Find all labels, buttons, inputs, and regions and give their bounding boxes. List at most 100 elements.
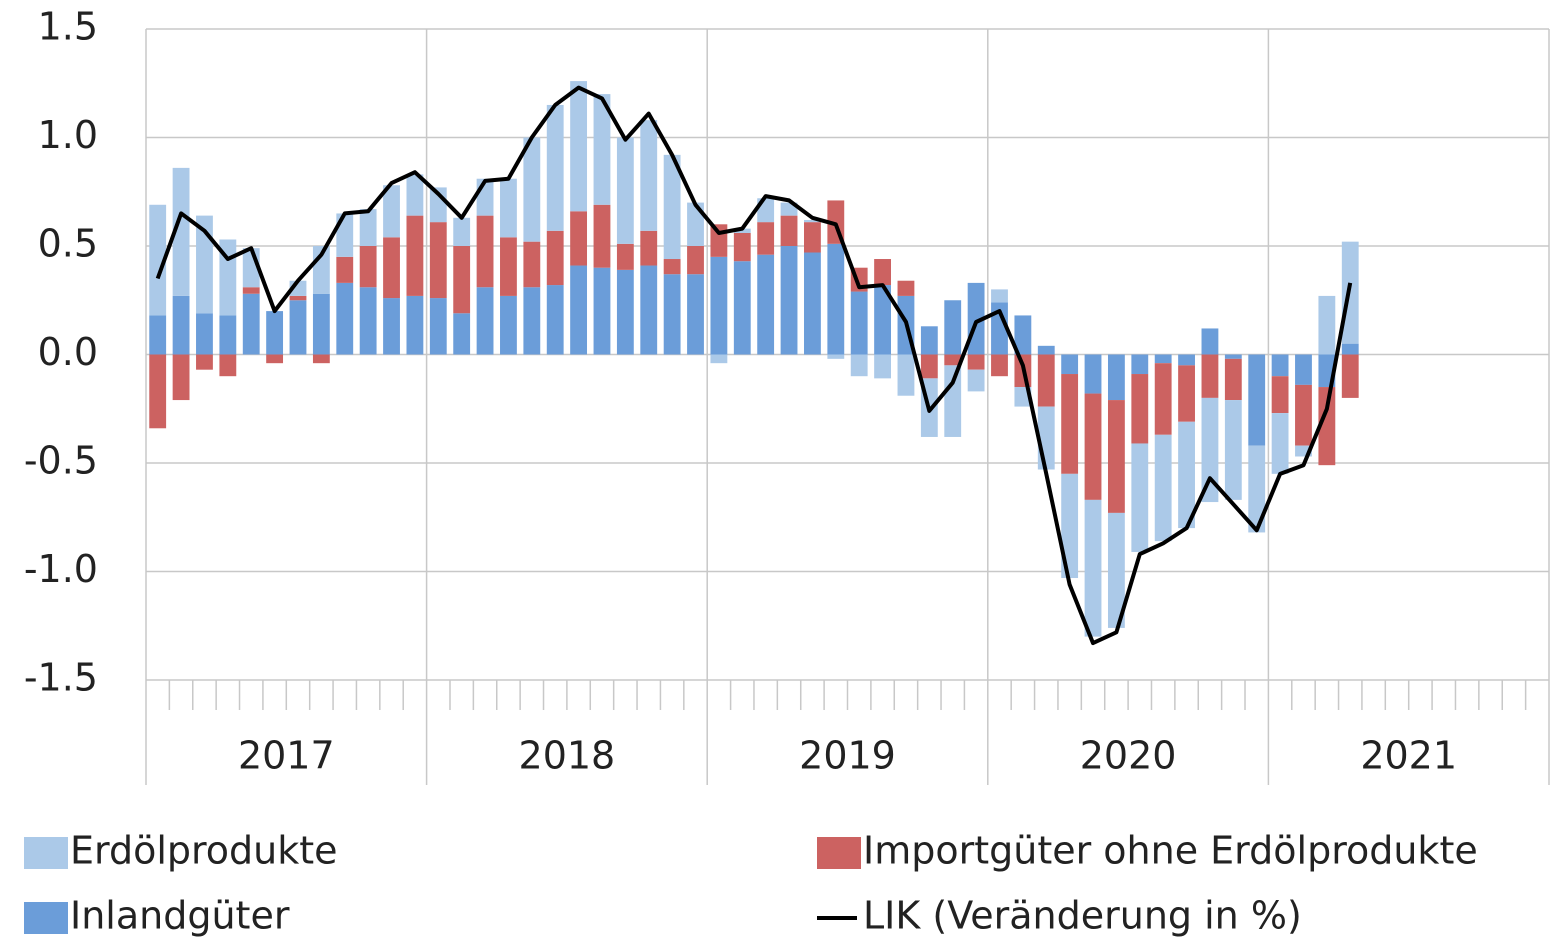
- bar-segment: [920, 326, 938, 355]
- bar-segment: [780, 215, 798, 246]
- bar-segment: [406, 174, 424, 216]
- bar-segment: [710, 354, 728, 364]
- bar-segment: [593, 94, 611, 205]
- bar-segment: [1061, 354, 1079, 375]
- bar-segment: [312, 293, 330, 355]
- bar-segment: [687, 202, 704, 246]
- bar-segment: [1295, 445, 1312, 457]
- x-group-label: 2018: [519, 734, 616, 778]
- y-tick-label: 0.0: [38, 330, 98, 374]
- bar-segment: [967, 369, 985, 392]
- bar-segment: [242, 293, 260, 355]
- bar-segment: [663, 274, 681, 355]
- bar-segment: [991, 302, 1008, 355]
- bar-segment: [897, 354, 915, 396]
- bar-segment: [1037, 345, 1055, 355]
- bar-segment: [991, 354, 1008, 377]
- x-group-label: 2021: [1360, 734, 1457, 778]
- bar-segment: [616, 243, 634, 270]
- bar-segment: [1084, 354, 1102, 394]
- bar-segment: [1131, 443, 1149, 552]
- bar-segment: [710, 224, 728, 257]
- bar-segment: [453, 246, 471, 314]
- y-tick-label: 1.5: [38, 5, 98, 49]
- bar-segment: [172, 167, 190, 296]
- bar-segment: [616, 269, 634, 355]
- bar-segment: [523, 287, 541, 355]
- bar-segment: [1271, 413, 1289, 474]
- bar-segment: [640, 265, 658, 355]
- bar-segment: [1107, 512, 1125, 628]
- bar-segment: [593, 204, 611, 268]
- bar-segment: [546, 230, 564, 286]
- bar-segment: [1271, 354, 1289, 377]
- bar-segment: [640, 120, 658, 231]
- bar-segment: [546, 104, 564, 231]
- bar-segment: [1084, 393, 1102, 500]
- bar-segment: [804, 222, 821, 253]
- bar-segment: [991, 289, 1008, 303]
- bar-segment: [219, 354, 237, 377]
- bar-segment: [1201, 397, 1219, 503]
- bar-segment: [663, 259, 681, 275]
- bar-segment: [1248, 354, 1266, 446]
- legend-swatch: [24, 837, 68, 869]
- bar-segment: [687, 274, 704, 355]
- legend-label: Erdölprodukte: [70, 829, 338, 873]
- bar-segment: [172, 295, 190, 355]
- bar-segment: [616, 137, 634, 244]
- bar-segment: [1014, 315, 1032, 355]
- bar-segment: [570, 265, 588, 355]
- bar-segment: [406, 295, 424, 355]
- legend-swatch: [24, 902, 68, 934]
- bar-segment: [383, 237, 400, 299]
- bar-segment: [172, 354, 190, 401]
- y-tick-label: -0.5: [24, 439, 98, 483]
- bar-segment: [1178, 421, 1195, 529]
- y-tick-label: -1.5: [24, 656, 98, 700]
- bar-segment: [804, 219, 821, 223]
- bar-segment: [1131, 374, 1149, 444]
- bar-segment: [266, 354, 284, 364]
- bar-segment: [570, 81, 588, 212]
- bar-segment: [523, 241, 541, 288]
- bar-segment: [429, 222, 447, 299]
- bar-segment: [149, 354, 167, 429]
- bar-segment: [453, 313, 471, 355]
- bar-segment: [1154, 434, 1172, 542]
- bar-segment: [827, 354, 845, 359]
- bar-segment: [242, 287, 260, 294]
- bar-segment: [570, 211, 588, 266]
- bar-segment: [663, 154, 681, 260]
- bar-segment: [429, 298, 447, 355]
- bar-segment: [476, 215, 494, 288]
- bar-segment: [359, 287, 377, 355]
- y-tick-label: -1.0: [24, 547, 98, 591]
- bar-segment: [383, 185, 400, 238]
- bar-segment: [523, 137, 541, 242]
- bar-segment: [944, 354, 962, 366]
- bar-segment: [500, 237, 517, 296]
- bar-segment: [757, 254, 775, 355]
- bar-segment: [1295, 354, 1312, 385]
- bar-segment: [733, 261, 751, 355]
- bar-segment: [359, 246, 377, 288]
- bar-segment: [196, 215, 213, 314]
- bar-segment: [1107, 354, 1125, 401]
- bar-segment: [804, 252, 821, 355]
- bar-segment: [780, 246, 798, 355]
- bar-segment: [640, 230, 658, 266]
- bar-segment: [289, 300, 307, 355]
- bar-segment: [196, 313, 213, 355]
- x-group-label: 2017: [238, 734, 335, 778]
- bar-segment: [1271, 376, 1289, 414]
- bar-segment: [546, 285, 564, 355]
- bar-segment: [1107, 400, 1125, 513]
- bar-segment: [500, 178, 517, 238]
- bar-segment: [289, 295, 307, 301]
- x-group-label: 2019: [799, 734, 896, 778]
- bar-segment: [850, 291, 868, 355]
- bar-segment: [757, 222, 775, 255]
- bar-segment: [406, 215, 424, 296]
- bar-segment: [196, 354, 213, 370]
